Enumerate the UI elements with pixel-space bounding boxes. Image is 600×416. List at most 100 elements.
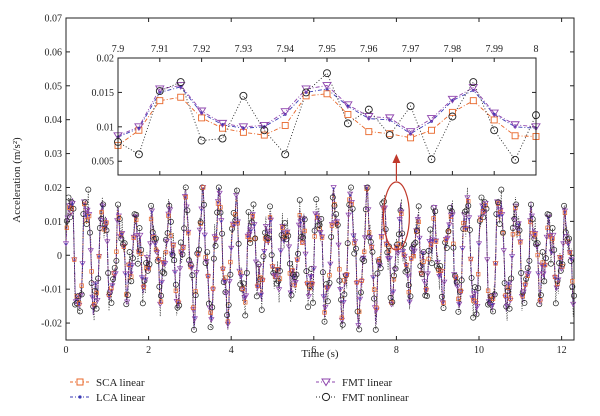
- marker-sca-linear: [218, 205, 223, 210]
- marker-fmt-nonlinear: [462, 208, 468, 215]
- inset-marker-fmt-linear: [196, 107, 207, 116]
- marker-sca-linear: [426, 256, 431, 262]
- marker-fmt-nonlinear: [399, 230, 406, 237]
- marker-lca-linear: [154, 243, 157, 245]
- marker-fmt-nonlinear: [250, 201, 257, 208]
- marker-fmt-linear: [513, 225, 521, 232]
- marker-fmt-nonlinear: [443, 244, 450, 251]
- marker-fmt-linear: [94, 297, 101, 304]
- marker-fmt-linear: [228, 245, 235, 252]
- marker-lca-linear: [299, 221, 302, 224]
- marker-fmt-nonlinear: [285, 232, 292, 239]
- marker-fmt-nonlinear: [77, 308, 83, 315]
- inset-marker-fmt-linear: [280, 108, 291, 117]
- marker-lca-linear: [504, 295, 507, 298]
- marker-sca-linear: [505, 285, 511, 290]
- marker-fmt-linear: [229, 221, 236, 228]
- marker-fmt-linear: [314, 213, 321, 219]
- marker-fmt-nonlinear: [144, 267, 151, 274]
- marker-fmt-nonlinear: [506, 305, 513, 312]
- marker-sca-linear: [243, 300, 248, 305]
- marker-lca-linear: [332, 187, 335, 190]
- marker-fmt-linear: [337, 287, 344, 293]
- marker-sca-linear: [461, 220, 466, 226]
- marker-fmt-nonlinear: [466, 227, 473, 233]
- marker-sca-linear: [200, 185, 206, 190]
- marker-lca-linear: [484, 203, 487, 206]
- marker-fmt-nonlinear: [348, 184, 354, 191]
- marker-fmt-nonlinear: [268, 252, 275, 258]
- marker-fmt-nonlinear: [511, 215, 518, 222]
- inset-marker-fmt-linear: [447, 95, 458, 104]
- inset-line-fmt-linear: [117, 85, 537, 137]
- marker-sca-linear: [376, 257, 382, 262]
- marker-lca-linear: [157, 258, 160, 261]
- inset-marker-fmt-nonlinear: [385, 131, 394, 140]
- marker-fmt-nonlinear: [357, 289, 364, 296]
- marker-fmt-nonlinear: [136, 225, 143, 232]
- marker-fmt-nonlinear: [257, 276, 264, 283]
- marker-sca-linear: [196, 252, 201, 257]
- marker-lca-linear: [418, 237, 421, 240]
- marker-fmt-linear: [261, 249, 268, 255]
- marker-fmt-linear: [343, 272, 350, 279]
- marker-fmt-linear: [363, 185, 370, 191]
- inset-marker-fmt-nonlinear: [323, 69, 331, 78]
- marker-lca-linear: [144, 278, 147, 281]
- marker-fmt-nonlinear: [240, 280, 247, 287]
- marker-sca-linear: [223, 275, 228, 280]
- marker-sca-linear: [485, 288, 491, 293]
- marker-fmt-nonlinear: [394, 241, 401, 248]
- marker-sca-linear: [250, 214, 255, 219]
- marker-fmt-nonlinear: [405, 282, 412, 289]
- marker-fmt-linear: [432, 238, 440, 245]
- inset-marker-fmt-linear: [217, 119, 228, 128]
- marker-fmt-linear: [262, 224, 270, 230]
- marker-fmt-nonlinear: [265, 235, 272, 242]
- inset-marker-sca-linear: [156, 97, 164, 105]
- marker-fmt-nonlinear: [338, 296, 345, 303]
- x-tick-label: 2: [146, 345, 151, 356]
- marker-fmt-linear: [185, 229, 192, 236]
- marker-fmt-nonlinear: [310, 299, 316, 306]
- marker-lca-linear: [164, 262, 167, 265]
- marker-sca-linear: [260, 277, 265, 282]
- marker-fmt-linear: [340, 300, 347, 306]
- marker-fmt-nonlinear: [210, 255, 217, 262]
- marker-fmt-linear: [520, 289, 527, 296]
- marker-fmt-nonlinear: [470, 314, 477, 321]
- marker-fmt-linear: [203, 259, 210, 265]
- marker-lca-linear: [200, 209, 203, 211]
- marker-fmt-linear: [540, 271, 547, 278]
- inset-marker-sca-linear: [365, 128, 373, 136]
- marker-fmt-nonlinear: [542, 255, 549, 262]
- marker-fmt-nonlinear: [267, 203, 273, 210]
- marker-fmt-nonlinear: [549, 225, 556, 232]
- legend-item: SCA linear: [70, 377, 145, 389]
- marker-sca-linear: [540, 260, 545, 265]
- marker-fmt-linear: [446, 222, 453, 228]
- marker-sca-linear: [518, 240, 523, 245]
- marker-fmt-linear: [401, 253, 408, 260]
- marker-lca-linear: [98, 255, 100, 258]
- marker-fmt-linear: [444, 235, 451, 242]
- marker-fmt-nonlinear: [419, 271, 425, 278]
- marker-sca-linear: [433, 239, 439, 244]
- marker-fmt-nonlinear: [143, 260, 150, 266]
- marker-lca-linear: [445, 238, 447, 241]
- marker-fmt-nonlinear: [566, 235, 572, 242]
- inset-y-tick-label: 0.01: [97, 122, 115, 133]
- marker-sca-linear: [134, 217, 139, 223]
- marker-fmt-nonlinear: [495, 199, 501, 206]
- marker-sca-linear: [411, 254, 416, 259]
- marker-fmt-nonlinear: [361, 257, 368, 264]
- marker-fmt-linear: [183, 204, 190, 210]
- marker-fmt-nonlinear: [286, 260, 293, 267]
- marker-fmt-linear: [406, 299, 413, 305]
- marker-lca-linear: [365, 186, 368, 189]
- marker-sca-linear: [542, 262, 548, 268]
- marker-fmt-nonlinear: [217, 209, 224, 216]
- marker-fmt-linear: [320, 294, 327, 300]
- marker-fmt-linear: [204, 274, 212, 280]
- marker-fmt-linear: [216, 190, 223, 197]
